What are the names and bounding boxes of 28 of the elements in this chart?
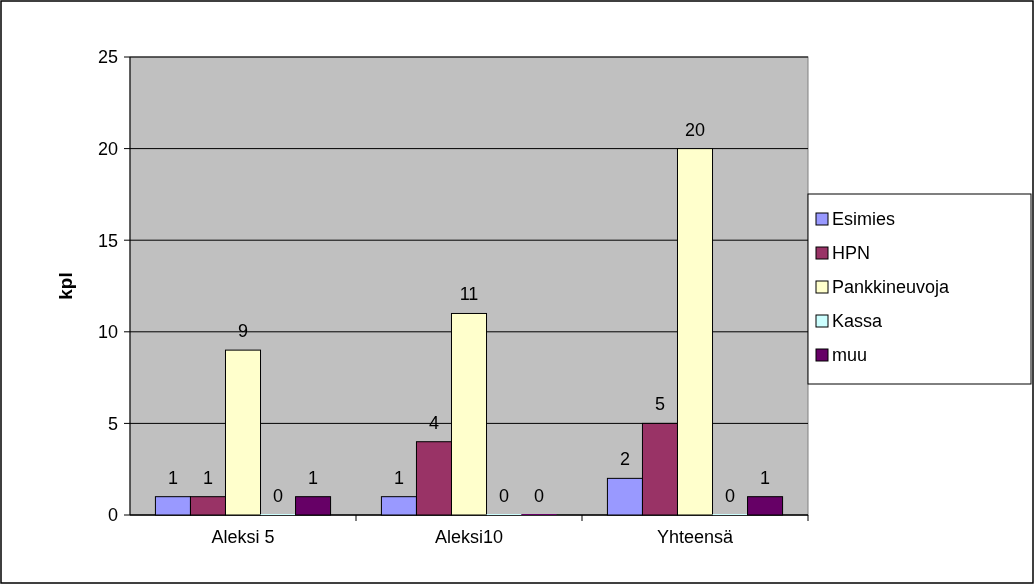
- data-label: 0: [273, 486, 284, 506]
- data-label: 0: [725, 486, 736, 506]
- data-label: 1: [308, 467, 319, 488]
- data-label: 1: [760, 467, 771, 488]
- legend-label: Pankkineuvoja: [832, 277, 951, 298]
- y-tick-label: 25: [97, 47, 118, 68]
- data-label: 5: [654, 394, 665, 415]
- legend-label: HPN: [832, 243, 871, 264]
- y-tick-label: 20: [97, 138, 118, 159]
- data-label: 2: [619, 449, 630, 470]
- y-tick-label: 0: [107, 505, 118, 526]
- legend-label: Kassa: [832, 311, 884, 332]
- y-tick-label: 5: [107, 413, 118, 434]
- legend-label: Esimies: [832, 209, 896, 230]
- x-tick-label: Yhteensä: [656, 527, 735, 547]
- legend-label: muu: [832, 345, 868, 366]
- y-tick-label: 10: [97, 322, 118, 343]
- data-label: 1: [393, 467, 404, 488]
- x-tick-label: Aleksi 5: [211, 527, 275, 547]
- y-axis-title: kpl: [55, 272, 76, 300]
- x-tick-label: Aleksi10: [434, 527, 504, 547]
- data-label: 1: [167, 467, 178, 488]
- data-label: 1: [202, 467, 213, 488]
- data-label: 0: [499, 486, 510, 506]
- y-tick-label: 15: [97, 230, 118, 251]
- data-label: 11: [459, 284, 479, 305]
- data-label: 0: [534, 486, 545, 506]
- data-label: 20: [684, 119, 706, 140]
